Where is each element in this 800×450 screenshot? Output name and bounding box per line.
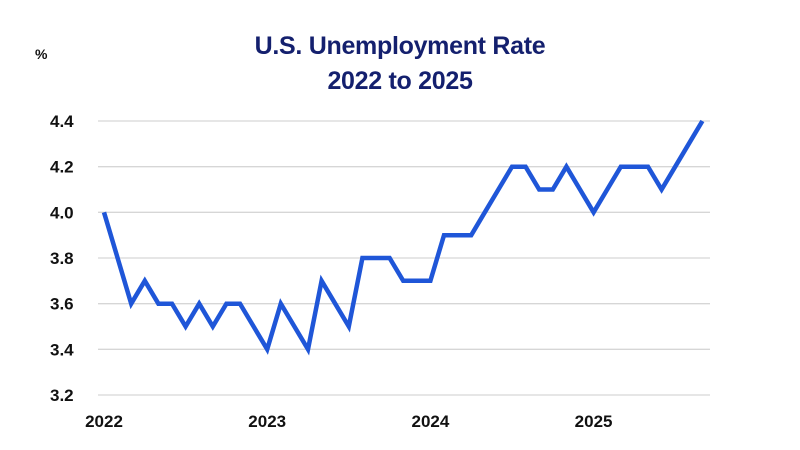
chart-subtitle: 2022 to 2025: [327, 67, 473, 95]
chart-title: U.S. Unemployment Rate: [254, 32, 546, 60]
y-tick-label: 4.2: [50, 158, 74, 177]
y-tick-label: 3.2: [50, 386, 74, 405]
y-tick-label: 3.6: [50, 295, 74, 314]
unemployment-line: [101, 119, 705, 356]
y-tick-label: 4.0: [50, 203, 74, 222]
y-axis: 4.4 4.2 4.0 3.8 3.6 3.4 3.2: [50, 112, 74, 405]
x-tick-label: 2024: [411, 412, 449, 431]
y-axis-unit-label: %: [35, 46, 48, 62]
gridlines: [98, 120, 710, 396]
x-tick-label: 2023: [248, 412, 286, 431]
x-tick-label: 2025: [575, 412, 613, 431]
x-tick-label: 2022: [85, 412, 123, 431]
y-tick-label: 3.4: [50, 340, 74, 359]
y-tick-label: 3.8: [50, 249, 74, 268]
x-axis: 2022 2023 2024 2025: [85, 412, 612, 431]
y-tick-label: 4.4: [50, 112, 74, 131]
